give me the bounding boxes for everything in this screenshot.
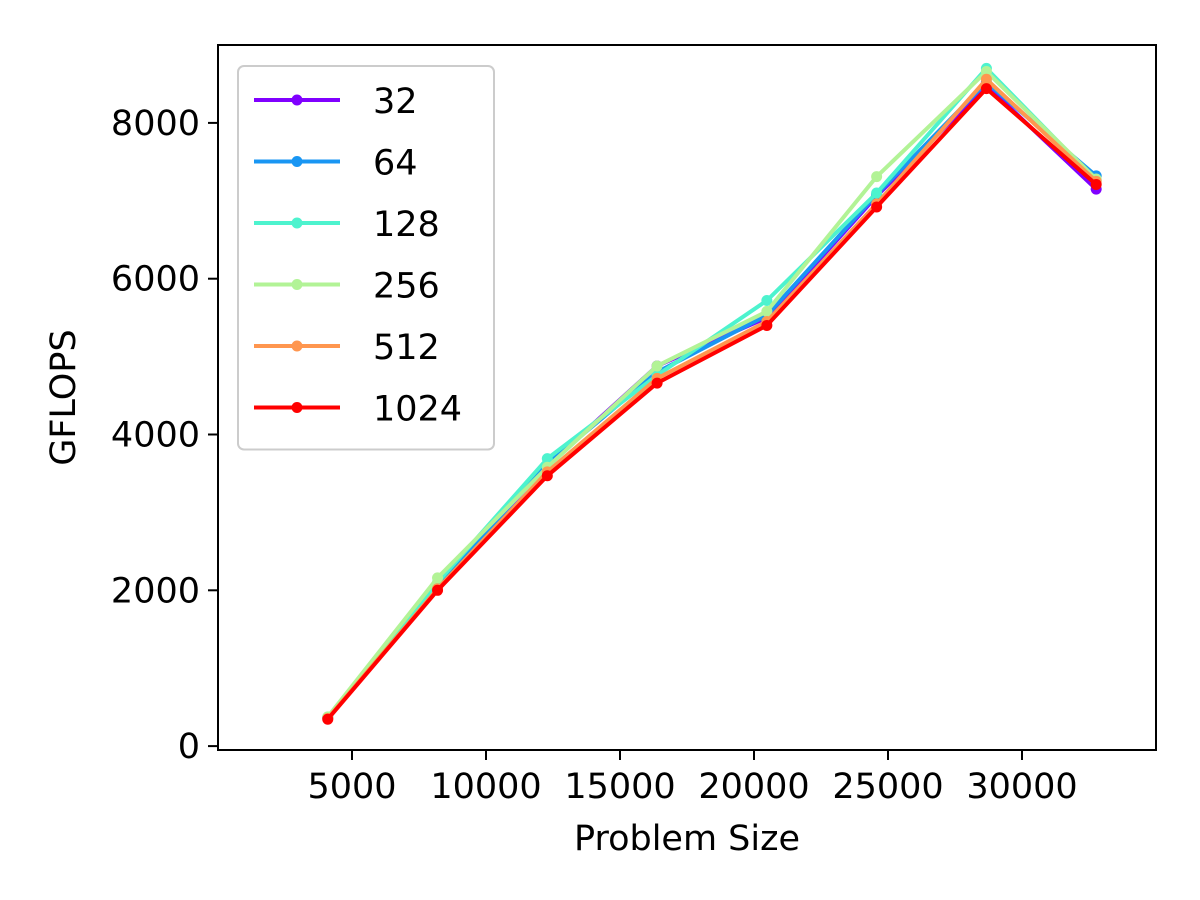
- x-axis-label: Problem Size: [574, 819, 800, 859]
- data-point-1024: [761, 319, 773, 331]
- legend: 32 64 128 256 512 1024: [237, 65, 495, 451]
- data-point-1024: [432, 584, 444, 596]
- y-axis-ticks: 0 2000 4000 6000 8000: [111, 104, 218, 767]
- y-tick-label: 0: [178, 727, 200, 767]
- legend-label-512: 512: [373, 328, 440, 368]
- legend-label-32: 32: [373, 82, 418, 122]
- legend-label-64: 64: [373, 144, 418, 184]
- data-point-128: [761, 295, 773, 307]
- legend-marker-128: [291, 217, 303, 229]
- x-tick-label: 10000: [430, 767, 541, 807]
- data-point-1024: [651, 377, 663, 389]
- data-point-256: [980, 65, 992, 77]
- series-line-1024: [326, 86, 1098, 721]
- legend-marker-512: [291, 340, 303, 352]
- data-point-1024: [541, 470, 553, 482]
- y-tick-label: 8000: [111, 104, 200, 144]
- data-point-256: [651, 360, 663, 372]
- data-point-256: [761, 305, 773, 317]
- data-point-512: [980, 73, 992, 85]
- series-line-256: [326, 69, 1098, 719]
- y-tick-label: 2000: [111, 571, 200, 611]
- data-point-1024: [980, 83, 992, 95]
- series-layer: [322, 62, 1102, 725]
- x-tick-label: 20000: [698, 767, 809, 807]
- legend-marker-1024: [291, 402, 303, 413]
- data-point-1024: [871, 201, 883, 213]
- x-axis-ticks: 5000 10000 15000 20000 25000 30000: [307, 750, 1078, 807]
- data-point-128: [871, 187, 883, 199]
- legend-label-128: 128: [373, 205, 440, 245]
- legend-marker-32: [291, 94, 303, 106]
- y-tick-label: 6000: [111, 260, 200, 300]
- y-axis-label: GFLOPS: [44, 329, 84, 465]
- data-point-128: [541, 453, 553, 465]
- x-tick-label: 25000: [832, 767, 943, 807]
- legend-marker-256: [291, 279, 303, 290]
- y-tick-label: 4000: [111, 416, 200, 456]
- x-tick-label: 5000: [307, 767, 396, 807]
- data-point-256: [871, 171, 883, 183]
- plot-frame: [217, 44, 1157, 751]
- data-point-256: [432, 572, 444, 584]
- x-tick-label: 30000: [966, 767, 1077, 807]
- data-point-1024: [1090, 178, 1102, 190]
- x-tick-label: 15000: [564, 767, 675, 807]
- data-point-1024: [322, 713, 334, 725]
- legend-label-1024: 1024: [373, 390, 462, 430]
- legend-marker-64: [291, 156, 303, 167]
- legend-label-256: 256: [373, 267, 440, 307]
- series-1024: [322, 83, 1102, 725]
